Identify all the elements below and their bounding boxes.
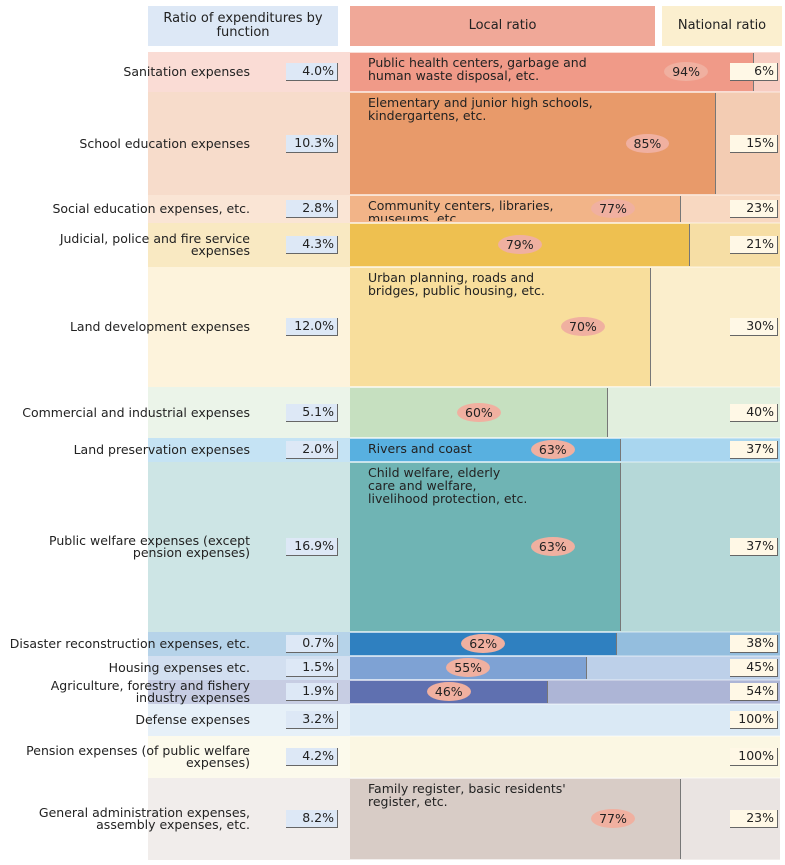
share-label: 2.0% xyxy=(286,441,338,460)
row-name: School education expenses xyxy=(79,135,250,151)
row-name: Disaster reconstruction expenses, etc. xyxy=(9,635,250,651)
local-label: 63% xyxy=(530,440,575,460)
national-label: 6% xyxy=(730,63,778,82)
share-label: 4.3% xyxy=(286,236,338,255)
share-label: 4.0% xyxy=(286,63,338,82)
share-label: 12.0% xyxy=(286,317,338,336)
share-label: 4.2% xyxy=(286,747,338,766)
row-name: Social education expenses, etc. xyxy=(52,201,250,217)
share-label: 16.9% xyxy=(286,537,338,556)
national-bar xyxy=(547,680,780,703)
local-label: 62% xyxy=(461,633,506,653)
row-name: Defense expenses xyxy=(135,711,250,727)
row-name: Sanitation expenses xyxy=(123,64,250,80)
local-label: 46% xyxy=(426,681,471,701)
share-label: 2.8% xyxy=(286,200,338,219)
national-bar xyxy=(350,736,780,777)
row-name: Commercial and industrial expenses xyxy=(22,404,250,420)
header: Local ratio xyxy=(350,6,655,46)
national-label: 23% xyxy=(730,809,778,828)
description: Elementary and junior high schools, kind… xyxy=(368,96,593,124)
description: Urban planning, roads and bridges, publi… xyxy=(368,270,545,298)
share-label: 1.5% xyxy=(286,658,338,677)
description: Rivers and coast xyxy=(368,442,472,457)
share-label: 3.2% xyxy=(286,710,338,729)
description: Child welfare, elderly care and welfare,… xyxy=(368,466,528,507)
national-label: 15% xyxy=(730,134,778,153)
local-label: 77% xyxy=(591,199,635,219)
local-label: 79% xyxy=(497,235,542,255)
national-label: 21% xyxy=(730,236,778,255)
header: Ratio of expenditures by function xyxy=(148,6,338,46)
header: National ratio xyxy=(662,6,782,46)
row-name: General administration expenses, assembl… xyxy=(38,804,250,832)
national-label: 37% xyxy=(730,441,778,460)
row-name: Land preservation expenses xyxy=(73,442,250,458)
national-label: 45% xyxy=(730,658,778,677)
national-label: 37% xyxy=(730,537,778,556)
share-label: 0.7% xyxy=(286,634,338,653)
national-label: 40% xyxy=(730,403,778,422)
share-label: 10.3% xyxy=(286,134,338,153)
row-name: Judicial, police and fire service expens… xyxy=(59,231,250,259)
row-name: Pension expenses (of public welfare expe… xyxy=(26,742,250,770)
local-bar xyxy=(350,463,621,631)
local-label: 55% xyxy=(446,657,491,677)
national-label: 23% xyxy=(730,200,778,219)
row-name: Housing expenses etc. xyxy=(108,659,250,675)
description: Public health centers, garbage and human… xyxy=(368,56,587,83)
row-name: Agriculture, forestry and fishery indust… xyxy=(50,677,250,705)
national-label: 54% xyxy=(730,682,778,701)
national-label: 38% xyxy=(730,634,778,653)
row-name: Land development expenses xyxy=(69,318,250,334)
national-label: 30% xyxy=(730,317,778,336)
band xyxy=(148,703,780,736)
local-label: 60% xyxy=(457,402,501,422)
share-label: 8.2% xyxy=(286,809,338,828)
share-label: 1.9% xyxy=(286,682,338,701)
band xyxy=(148,735,780,778)
national-label: 100% xyxy=(730,747,778,766)
national-label: 100% xyxy=(730,710,778,729)
national-bar xyxy=(350,704,780,735)
row-name: Public welfare expenses (except pension … xyxy=(49,532,250,560)
local-label: 85% xyxy=(625,133,670,153)
description: Community centers, libraries, museums, e… xyxy=(368,199,554,222)
local-label: 77% xyxy=(591,808,635,828)
share-label: 5.1% xyxy=(286,403,338,422)
local-label: 63% xyxy=(530,536,575,556)
description: Family register, basic residents' regist… xyxy=(368,781,566,809)
local-label: 94% xyxy=(664,62,708,82)
local-label: 70% xyxy=(561,316,605,336)
